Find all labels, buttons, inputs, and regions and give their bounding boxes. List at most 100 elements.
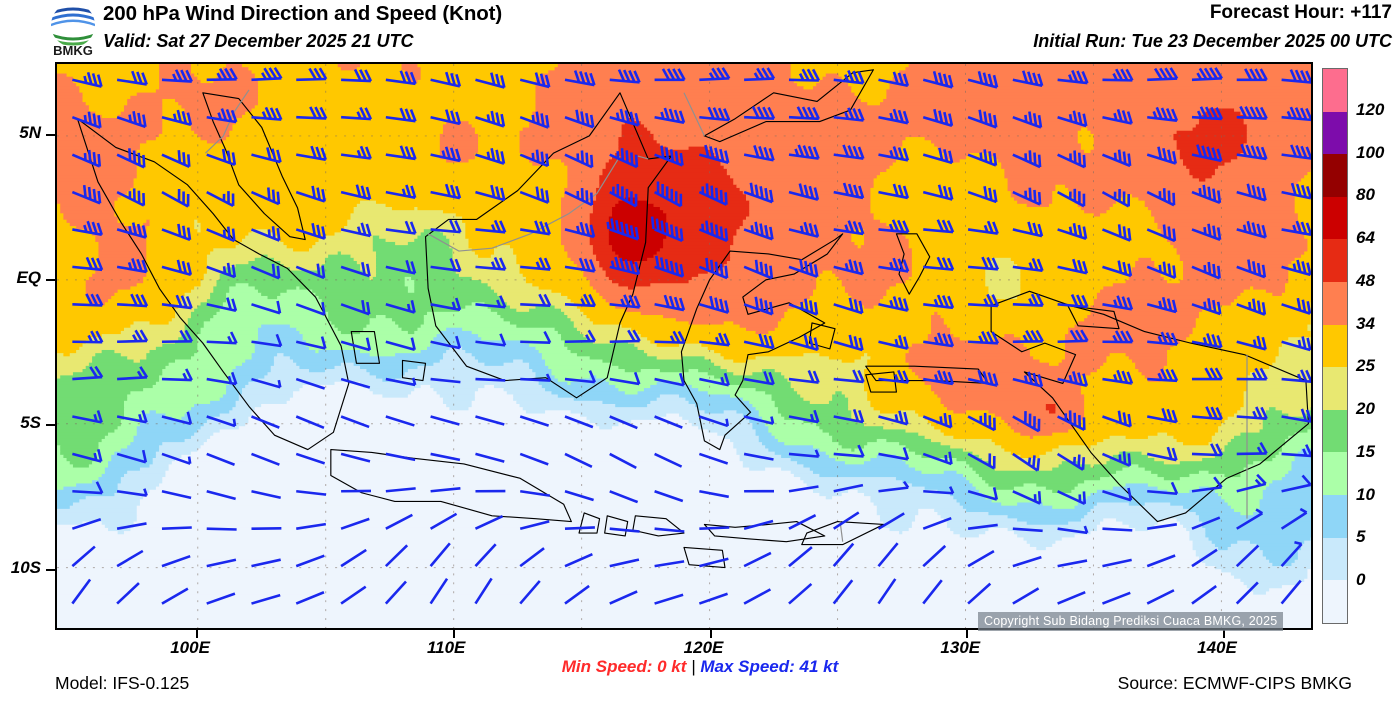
coastline-path: [76, 118, 350, 451]
wind-barb: [116, 148, 146, 169]
wind-barb: [71, 518, 102, 530]
wind-barb: [564, 490, 594, 502]
colorbar-tick-label: 48: [1356, 270, 1375, 290]
wind-barb: [699, 332, 731, 347]
wind-barb: [520, 220, 551, 236]
wind-barb: [475, 415, 505, 426]
wind-barb: [1012, 452, 1041, 472]
wind-barb: [206, 148, 237, 166]
wind-barb: [698, 183, 728, 206]
wind-barb: [967, 452, 996, 470]
wind-barb: [967, 220, 999, 235]
wind-barb: [295, 452, 326, 465]
wind-barb: [117, 329, 149, 344]
wind-barb: [788, 221, 820, 238]
wind-barb: [654, 294, 686, 312]
wind-barb: [1147, 106, 1179, 122]
wind-barb: [743, 551, 772, 568]
speed-extremes: Min Speed: 0 kt | Max Speed: 41 kt: [0, 657, 1400, 677]
wind-barb: [1102, 330, 1134, 344]
wind-barb: [296, 522, 327, 530]
wind-barb: [161, 109, 193, 127]
wind-barb: [1147, 331, 1179, 346]
wind-barb: [385, 300, 416, 314]
min-speed-label: Min Speed: 0 kt: [561, 657, 687, 676]
wind-barb: [385, 487, 416, 493]
wind-barb: [1236, 406, 1268, 420]
wind-barb: [564, 150, 594, 169]
wind-barb: [117, 366, 149, 381]
wind-barb: [967, 523, 998, 530]
wind-barb: [116, 410, 148, 424]
wind-barb: [72, 481, 104, 495]
wind-barb: [1236, 298, 1267, 316]
colorbar-tick-label: 10: [1356, 484, 1375, 504]
wind-barb: [519, 520, 550, 530]
wind-barb: [833, 483, 864, 493]
wind-barb: [519, 580, 541, 605]
colorbar-tick-label: 0: [1356, 570, 1366, 590]
wind-barb: [430, 377, 461, 384]
lon-tick-mark: [452, 630, 455, 638]
wind-barb: [1191, 184, 1222, 205]
wind-barb: [475, 257, 507, 271]
wind-barb: [251, 147, 282, 164]
wind-barb: [1057, 294, 1089, 309]
wind-barb: [922, 412, 953, 429]
wind-barb: [161, 259, 193, 276]
wind-barb: [429, 577, 449, 605]
wind-barb: [654, 255, 685, 278]
forecast-hour-label: Forecast Hour: +117: [1209, 2, 1392, 23]
wind-barb: [430, 71, 462, 88]
wind-barb: [295, 263, 326, 280]
wind-barb: [1102, 295, 1134, 311]
wind-barb: [72, 256, 104, 272]
wind-barb: [340, 415, 370, 429]
wind-barb: [72, 71, 103, 88]
wind-barb: [699, 67, 731, 82]
colorbar-tick-label: 25: [1356, 356, 1375, 376]
wind-barb: [385, 107, 417, 123]
wind-barb: [1057, 258, 1089, 275]
colorbar-segment: [1323, 111, 1347, 155]
lat-tick-mark: [46, 134, 55, 137]
wind-barb: [206, 558, 237, 568]
wind-barb: [699, 490, 729, 499]
wind-barb: [609, 415, 638, 430]
wind-barb: [475, 295, 507, 309]
wind-barb: [1101, 189, 1130, 208]
wind-barb: [1012, 587, 1040, 605]
wind-barb: [606, 218, 640, 241]
colorbar-tick-label: 34: [1356, 313, 1375, 333]
wind-barb: [967, 109, 998, 129]
wind-barb: [385, 70, 417, 86]
wind-barb: [744, 106, 776, 120]
wind-barb: [1012, 293, 1044, 307]
wind-barb: [564, 221, 596, 239]
wind-barb: [833, 182, 865, 200]
lon-tick-label: 120E: [683, 638, 724, 657]
wind-barb: [609, 256, 641, 276]
wind-barb: [922, 184, 954, 201]
wind-barb: [340, 517, 370, 530]
wind-barb: [788, 144, 820, 160]
wind-barb: [1191, 333, 1223, 349]
wind-barb: [878, 146, 910, 162]
wind-barb: [564, 584, 590, 605]
copyright-watermark: Copyright Sub Bidang Prediksi Cuaca BMKG…: [978, 612, 1284, 631]
wind-barb: [1236, 143, 1268, 161]
wind-speed-map[interactable]: [55, 62, 1313, 630]
wind-barb: [475, 377, 506, 382]
wind-barb: [340, 222, 372, 238]
wind-barb: [743, 221, 774, 241]
wind-barb: [520, 331, 552, 345]
wind-barb: [161, 526, 192, 530]
wind-barb: [475, 72, 506, 89]
coastline-path: [604, 515, 629, 537]
wind-barb: [564, 188, 594, 207]
wind-barb: [251, 377, 282, 389]
wind-barb: [1236, 508, 1264, 530]
lon-tick-mark: [966, 630, 969, 638]
wind-barb: [1281, 444, 1311, 458]
